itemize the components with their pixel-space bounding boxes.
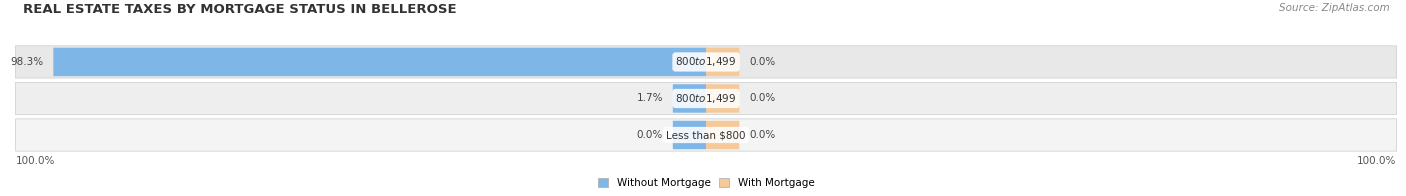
Text: Less than $800: Less than $800 [666,130,745,140]
FancyBboxPatch shape [15,82,1396,115]
Text: REAL ESTATE TAXES BY MORTGAGE STATUS IN BELLEROSE: REAL ESTATE TAXES BY MORTGAGE STATUS IN … [22,3,457,16]
FancyBboxPatch shape [706,84,740,113]
Text: 0.0%: 0.0% [637,130,662,140]
FancyBboxPatch shape [673,84,706,113]
FancyBboxPatch shape [706,121,740,149]
Text: Source: ZipAtlas.com: Source: ZipAtlas.com [1278,3,1389,13]
Text: 0.0%: 0.0% [749,93,776,103]
Legend: Without Mortgage, With Mortgage: Without Mortgage, With Mortgage [593,174,818,192]
Text: 0.0%: 0.0% [749,57,776,67]
Text: 100.0%: 100.0% [15,156,55,166]
FancyBboxPatch shape [673,121,706,149]
Text: 1.7%: 1.7% [637,93,662,103]
Text: $800 to $1,499: $800 to $1,499 [675,55,737,68]
FancyBboxPatch shape [15,119,1396,151]
FancyBboxPatch shape [53,48,706,76]
Text: $800 to $1,499: $800 to $1,499 [675,92,737,105]
Text: 98.3%: 98.3% [10,57,44,67]
Text: 100.0%: 100.0% [1357,156,1396,166]
FancyBboxPatch shape [706,48,740,76]
Text: 0.0%: 0.0% [749,130,776,140]
FancyBboxPatch shape [15,46,1396,78]
